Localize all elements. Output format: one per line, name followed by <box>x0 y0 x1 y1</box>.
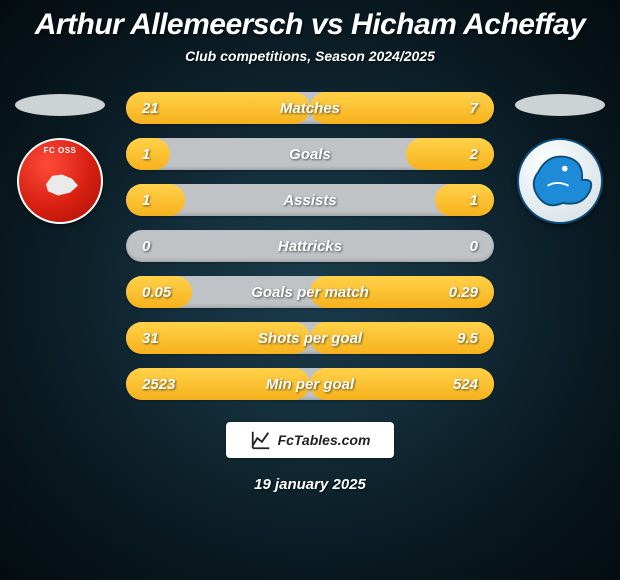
brand-badge[interactable]: FcTables.com <box>226 422 394 458</box>
footer: FcTables.com 19 january 2025 <box>226 422 394 493</box>
stat-bar: 21 Matches 7 <box>126 92 494 124</box>
stat-value-left: 21 <box>142 100 159 117</box>
stat-value-left: 1 <box>142 146 150 163</box>
stat-bar: 0.05 Goals per match 0.29 <box>126 276 494 308</box>
stat-value-left: 0 <box>142 238 150 255</box>
club-crest-right <box>517 138 603 224</box>
chart-icon <box>250 429 272 451</box>
stat-value-right: 524 <box>453 376 478 393</box>
subtitle: Club competitions, Season 2024/2025 <box>185 48 435 64</box>
stats-bars: 21Matches71Goals21Assists10Hattricks00.0… <box>120 92 500 400</box>
stat-value-left: 1 <box>142 192 150 209</box>
stat-value-right: 7 <box>470 100 478 117</box>
stat-bar: 31 Shots per goal 9.5 <box>126 322 494 354</box>
bar-fill-right <box>406 138 494 170</box>
stat-label: Assists <box>283 192 336 209</box>
stat-value-left: 31 <box>142 330 159 347</box>
stat-value-right: 2 <box>470 146 478 163</box>
stat-label: Goals per match <box>251 284 369 301</box>
dragon-icon <box>519 140 601 222</box>
stat-value-right: 9.5 <box>457 330 478 347</box>
stat-value-right: 0.29 <box>449 284 478 301</box>
stat-value-right: 0 <box>470 238 478 255</box>
stat-label: Matches <box>280 100 340 117</box>
stat-bar: 1 Assists 1 <box>126 184 494 216</box>
stat-bar: 2523 Min per goal 524 <box>126 368 494 400</box>
player-silhouette-left <box>15 94 105 116</box>
stat-label: Goals <box>289 146 331 163</box>
stat-value-left: 2523 <box>142 376 175 393</box>
stat-label: Shots per goal <box>258 330 362 347</box>
left-side <box>0 92 120 224</box>
page-title: Arthur Allemeersch vs Hicham Acheffay <box>35 8 586 42</box>
main-row: 21Matches71Goals21Assists10Hattricks00.0… <box>0 92 620 400</box>
content-wrapper: Arthur Allemeersch vs Hicham Acheffay Cl… <box>0 0 620 493</box>
stat-bar: 0 Hattricks 0 <box>126 230 494 262</box>
club-crest-left <box>17 138 103 224</box>
bar-fill-right <box>435 184 494 216</box>
stat-label: Min per goal <box>266 376 354 393</box>
date-label: 19 january 2025 <box>254 476 366 493</box>
stat-label: Hattricks <box>278 238 342 255</box>
stat-bar: 1 Goals 2 <box>126 138 494 170</box>
bar-fill-left <box>126 184 185 216</box>
brand-label: FcTables.com <box>278 432 371 448</box>
player-silhouette-right <box>515 94 605 116</box>
stat-value-right: 1 <box>470 192 478 209</box>
stat-value-left: 0.05 <box>142 284 171 301</box>
right-side <box>500 92 620 224</box>
